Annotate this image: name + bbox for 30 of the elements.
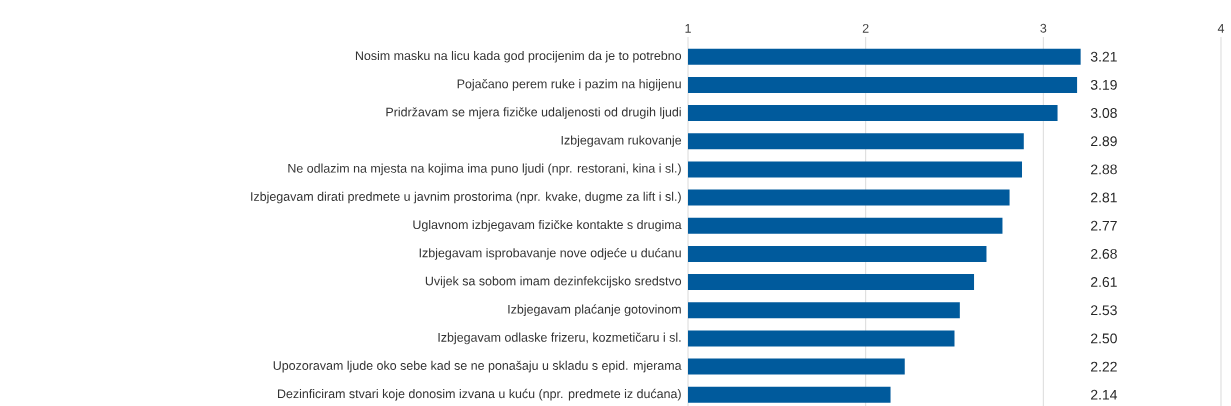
- data-label: 2.53: [1091, 305, 1117, 315]
- x-tick-label: 2: [862, 23, 869, 33]
- data-label: 2.89: [1091, 136, 1117, 146]
- y-tick-label: Izbjegavam plaćanje gotovinom: [508, 304, 681, 316]
- y-tick-label: Ne odlazim na mjesta na kojima ima puno ljudi (npr. restorani, kina i sl.): [288, 163, 681, 175]
- data-label: 2.61: [1091, 276, 1117, 287]
- data-label: 3.08: [1090, 107, 1117, 118]
- data-label: 2.81: [1091, 192, 1117, 203]
- y-tick-label: Izbjegavam odlaske frizeru, kozmetičaru i sl.: [438, 332, 681, 345]
- data-label: 2.14: [1091, 389, 1118, 400]
- y-tick-label: Dezinficiram stvari koje donosim izvana u kuću (npr. predmete iz dućana): [277, 388, 681, 401]
- y-tick-label: Pojačano perem ruke i pazim na higijenu: [457, 78, 681, 91]
- x-tick-label: 4: [1217, 23, 1225, 33]
- y-tick-label: Izbjegavam dirati predmete u javnim prostorima (npr. kvake, dugme za lift i sl.): [251, 191, 681, 204]
- data-label: 2.88: [1091, 164, 1117, 175]
- y-tick-label: Pridržavam se mjera fizičke udaljenosti od drugih ljudi: [386, 107, 681, 119]
- y-tick-label: Izbjegavam rukovanje: [561, 135, 682, 147]
- data-label: 2.22: [1091, 361, 1117, 372]
- x-tick-label: 1: [685, 23, 691, 33]
- y-tick-label: Izbjegavam isprobavanje nove odjeće u dućanu: [419, 247, 681, 260]
- data-label: 2.68: [1091, 248, 1117, 259]
- y-tick-label: Nosim masku na licu kada god procijenim da je to potrebno: [355, 50, 682, 63]
- data-label: 2.77: [1091, 220, 1117, 231]
- data-label: 3.21: [1090, 51, 1117, 62]
- y-tick-label: Upozoravam ljude oko sebe kad se ne ponašaju u skladu s epid. mjerama: [273, 360, 682, 373]
- x-tick-label: 3: [1040, 23, 1047, 33]
- data-label: 3.19: [1090, 79, 1117, 90]
- y-tick-label: Uglavnom izbjegavam fizičke kontakte s drugima: [413, 219, 682, 232]
- y-tick-label: Uvijek sa sobom imam dezinfekcijsko sredstvo: [425, 276, 682, 288]
- data-label: 2.50: [1091, 333, 1117, 344]
